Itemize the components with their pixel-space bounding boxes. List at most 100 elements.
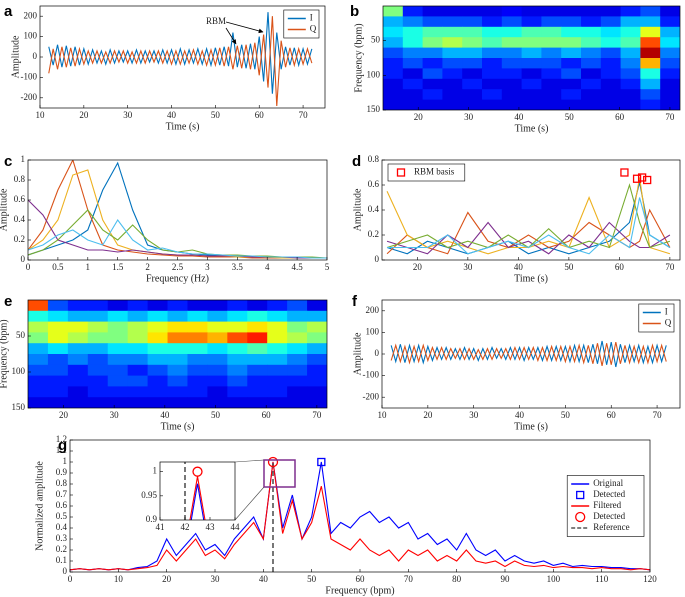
x-tick-label: 0 xyxy=(26,262,31,272)
x-axis-label: Time (s) xyxy=(514,273,548,284)
heat-cell xyxy=(620,99,641,110)
heat-cell xyxy=(541,16,562,28)
heat-cell xyxy=(501,6,523,17)
marker xyxy=(267,456,279,468)
heat-cell xyxy=(640,89,661,101)
series-line xyxy=(48,12,313,94)
x-tick-label: 20 xyxy=(413,262,423,272)
heat-cell xyxy=(267,321,288,333)
heat-cell xyxy=(561,6,582,17)
series-line xyxy=(387,197,671,255)
heat-cell xyxy=(383,99,404,110)
heat-cell xyxy=(442,89,463,101)
heat-cell xyxy=(147,386,169,398)
heat-cell xyxy=(247,321,268,333)
x-tick-label: 50 xyxy=(564,262,574,272)
y-tick-label: 0.8 xyxy=(368,154,380,164)
heat-cell xyxy=(28,364,49,377)
heat-cell xyxy=(147,364,169,377)
series-line xyxy=(390,342,667,366)
y-axis-label: Frequency (bpm) xyxy=(0,319,9,388)
heat-cell xyxy=(187,310,208,323)
heat-cell xyxy=(187,364,208,377)
y-tick-label: 100 xyxy=(367,69,381,79)
y-tick-label: 0.4 xyxy=(14,214,26,224)
x-tick-label: 3.5 xyxy=(232,262,244,272)
zoom-connector xyxy=(234,459,265,463)
heat-cell xyxy=(247,375,268,387)
heat-cell xyxy=(167,354,188,366)
heat-cell xyxy=(422,58,443,69)
heat-cell xyxy=(267,343,288,355)
heat-cell xyxy=(307,343,327,355)
heat-cell xyxy=(660,89,680,101)
legend-label: I xyxy=(310,13,313,23)
heat-cell xyxy=(187,354,208,366)
heat-cell xyxy=(47,321,69,333)
heat-cell xyxy=(422,99,443,110)
x-tick-label: 40 xyxy=(160,410,170,420)
heat-cell xyxy=(541,99,562,110)
y-axis-label: Amplitude xyxy=(352,188,363,231)
y-tick-label: 0.3 xyxy=(56,533,68,543)
heat-cell xyxy=(640,16,661,28)
panel: 20 30 40 50 60 70 50 100 150 Time (s) Frequency (b… xyxy=(350,3,681,134)
heat-cell xyxy=(87,300,109,312)
heat-cell xyxy=(561,68,582,80)
marker xyxy=(620,168,629,177)
y-tick-label: 0.8 xyxy=(14,174,26,184)
heat-cell xyxy=(307,310,327,323)
heat-cell xyxy=(147,321,169,333)
heat-cell xyxy=(660,47,680,59)
heat-cell xyxy=(227,375,248,387)
heat-cell xyxy=(47,375,69,387)
heat-cell xyxy=(581,37,602,49)
x-tick-label: 4.5 xyxy=(291,262,303,272)
heat-cell xyxy=(600,6,622,17)
heat-cell xyxy=(127,310,149,323)
series-line xyxy=(190,483,205,520)
heat-cell xyxy=(561,58,582,69)
heat-cell xyxy=(402,89,424,101)
heat-cell xyxy=(227,354,248,366)
plot-content xyxy=(386,177,671,255)
x-tick-label: 10 xyxy=(36,110,46,120)
heat-cell xyxy=(521,58,542,69)
legend-box xyxy=(283,9,320,39)
heat-cell xyxy=(167,364,188,377)
heat-cell xyxy=(107,343,129,355)
heat-cell xyxy=(47,354,69,366)
x-tick-label: 42 xyxy=(181,522,190,532)
plot-content xyxy=(28,160,327,259)
panel: 20 30 40 50 60 70 50 100 150 Time (s) Frequency (b… xyxy=(0,293,328,432)
x-tick-label: 30 xyxy=(211,574,221,584)
x-tick-label: 20 xyxy=(59,410,69,420)
heat-cell xyxy=(267,364,288,377)
heat-cell xyxy=(541,78,562,90)
heat-cell xyxy=(521,37,542,49)
x-axis-label: Time (s) xyxy=(515,123,549,134)
heat-cell xyxy=(287,354,308,366)
heat-cell xyxy=(307,321,327,333)
heat-cell xyxy=(187,386,208,398)
heat-cell xyxy=(267,310,288,323)
y-tick-label: 50 xyxy=(16,330,26,340)
plot-content xyxy=(70,461,650,572)
heat-cell xyxy=(207,310,228,323)
heat-cell xyxy=(127,332,149,344)
y-tick-label: 1.1 xyxy=(56,445,67,455)
heat-cell xyxy=(561,99,582,110)
marker xyxy=(192,466,203,477)
heat-cell xyxy=(521,26,542,38)
heat-cell xyxy=(383,37,404,49)
heat-cell xyxy=(462,37,483,49)
heat-cell xyxy=(127,321,149,333)
x-tick-label: 80 xyxy=(452,574,462,584)
heat-cell xyxy=(227,310,248,323)
x-tick-label: 2.5 xyxy=(172,262,184,272)
heat-cell xyxy=(581,16,602,28)
heat-cell xyxy=(660,26,680,38)
heat-cell xyxy=(561,37,582,49)
legend-label: RBM basis xyxy=(414,167,455,177)
heat-cell xyxy=(600,16,622,28)
